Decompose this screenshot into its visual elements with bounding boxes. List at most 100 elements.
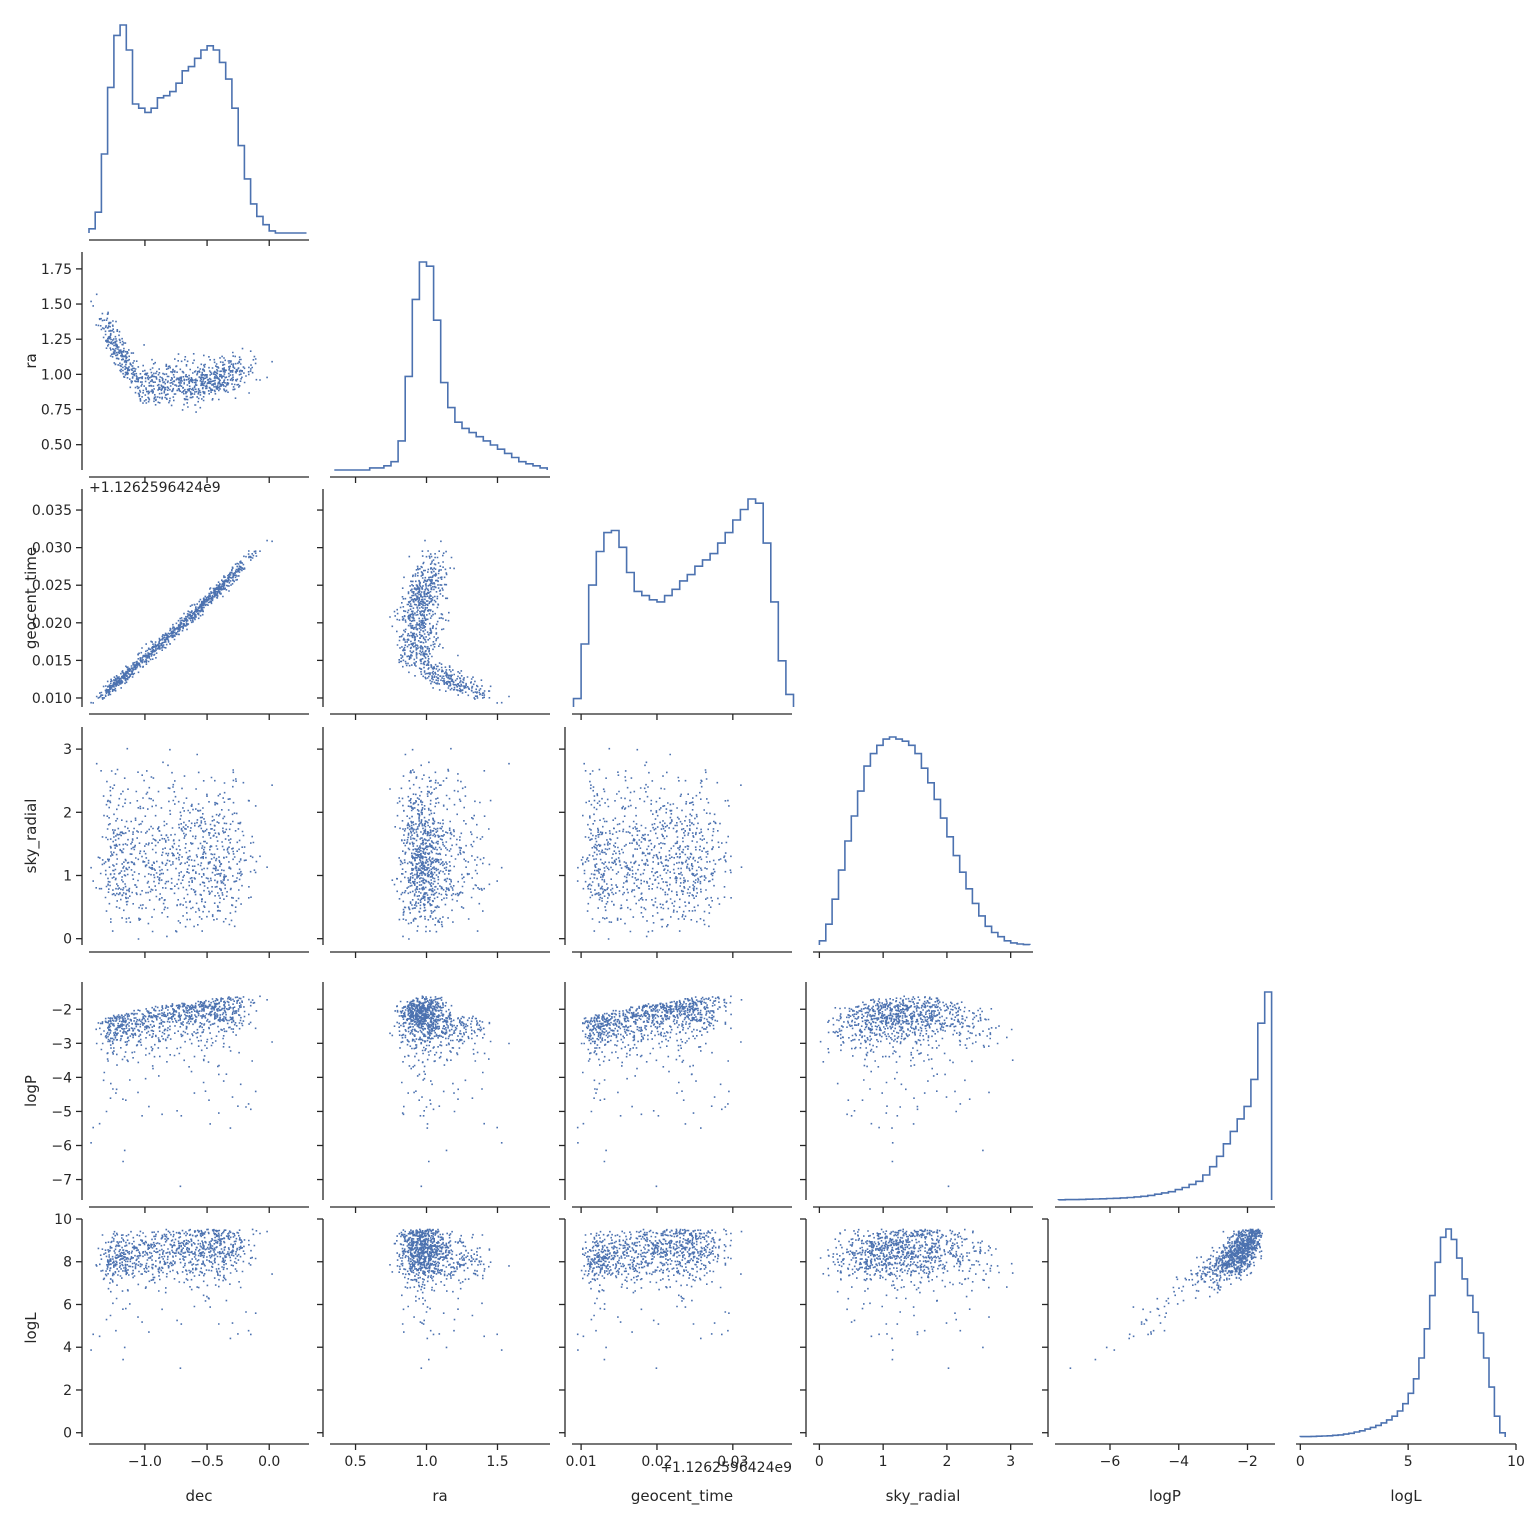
scatter-points	[819, 995, 1014, 1188]
y-axis-label-geocent_time: geocent_time	[22, 547, 41, 649]
panel-sky_radial-vs-ra	[317, 727, 550, 958]
x-tick-label: 0	[815, 1454, 824, 1470]
scatter-point-cloud	[576, 1228, 743, 1369]
x-tick-label: 0.5	[344, 1454, 366, 1470]
y-tick-label: 0.50	[41, 438, 72, 454]
x-axis-label-logL: logL	[1390, 1487, 1422, 1505]
scatter-point-cloud	[389, 747, 510, 940]
scatter-point-cloud	[389, 539, 510, 704]
x-tick-label: 0.02	[641, 1454, 672, 1470]
panel-logL-vs-logP: −6 −4 −2 logP	[1042, 1218, 1275, 1505]
x-tick-label: −4	[1168, 1454, 1189, 1470]
y-tick-label: −3	[51, 1036, 72, 1052]
panel-logL-vs-ra: 0.5 1.0 1.5 ra	[317, 1218, 550, 1505]
scatter-point-cloud	[389, 995, 510, 1188]
x-tick-label: 10	[1507, 1454, 1525, 1470]
x-axis-label-sky_radial: sky_radial	[886, 1487, 961, 1506]
y-tick-label: −5	[51, 1104, 72, 1120]
panel-geocent_time-vs-dec: 0.010 0.015 0.020 0.025 0.030 0.035 geocent_ti…	[22, 489, 309, 720]
scatter-point-cloud	[576, 995, 743, 1188]
x-tick-label: 5	[1404, 1454, 1413, 1470]
x-axis-label-ra: ra	[432, 1487, 447, 1505]
y-tick-label: 1.50	[41, 297, 72, 313]
scatter-point-cloud	[819, 1228, 1014, 1369]
histogram-dec	[88, 24, 307, 234]
y-tick-label: 0	[63, 1426, 72, 1442]
panel-logL-vs-dec: −1.0 −0.5 0.0 0 2 4 6 8 10 logL dec	[22, 1212, 309, 1505]
panel-geocent_time-vs-geocent_time	[572, 498, 795, 720]
y-tick-label: −4	[51, 1070, 72, 1086]
scatter-point-cloud	[90, 995, 273, 1188]
panel-dec-vs-dec	[88, 24, 309, 246]
x-axis-label-logP: logP	[1149, 1487, 1181, 1505]
y-tick-label: 2	[63, 805, 72, 821]
y-tick-label: 0.020	[32, 616, 72, 632]
x-tick-label: 1.0	[415, 1454, 437, 1470]
scatter-points	[90, 539, 273, 704]
scatter-points	[90, 995, 273, 1188]
scatter-points	[389, 747, 510, 940]
histogram-logP	[1057, 991, 1273, 1201]
scatter-points	[576, 1228, 743, 1369]
panel-logL-vs-sky_radial: 0 1 2 3 sky_radial	[800, 1218, 1033, 1506]
panel-geocent_time-vs-ra	[317, 489, 550, 720]
y-tick-label: 0.75	[41, 403, 72, 419]
y-tick-label: −7	[51, 1173, 72, 1189]
panel-logP-vs-logP	[1055, 991, 1275, 1213]
x-tick-label: 0	[1296, 1454, 1305, 1470]
panel-logL-vs-logL: 0 5 10 logL	[1296, 1228, 1525, 1505]
scatter-point-cloud	[389, 1228, 510, 1369]
scatter-points	[389, 995, 510, 1188]
x-tick-label: −1.0	[128, 1454, 162, 1470]
y-tick-label: 1.25	[41, 332, 72, 348]
scatter-point-cloud	[1069, 1228, 1263, 1369]
y-tick-label: 10	[54, 1212, 72, 1228]
scatter-points	[1069, 1228, 1263, 1369]
scatter-points	[90, 1228, 273, 1369]
y-tick-label: 4	[63, 1340, 72, 1356]
y-tick-label: 0.035	[32, 503, 72, 519]
panel-logP-vs-sky_radial	[800, 982, 1033, 1213]
y-offset-label: +1.1262596424e9	[89, 480, 221, 496]
x-tick-label: −6	[1100, 1454, 1121, 1470]
y-tick-label: 1.00	[41, 367, 72, 383]
x-tick-label: 0.01	[566, 1454, 597, 1470]
y-tick-label: 6	[63, 1297, 72, 1313]
x-tick-label: 0.0	[258, 1454, 280, 1470]
y-tick-label: 0.025	[32, 578, 72, 594]
y-tick-label: −2	[51, 1002, 72, 1018]
x-offset-label: +1.1262596424e9	[660, 1460, 792, 1476]
y-tick-label: 0.015	[32, 653, 72, 669]
scatter-points	[389, 539, 510, 704]
y-tick-label: −6	[51, 1139, 72, 1155]
scatter-points	[819, 1228, 1014, 1369]
scatter-point-cloud	[576, 747, 743, 940]
panel-logP-vs-geocent_time	[559, 982, 792, 1213]
y-tick-label: 2	[63, 1383, 72, 1399]
scatter-points	[389, 1228, 510, 1369]
y-tick-label: 8	[63, 1255, 72, 1271]
y-tick-label: 1.75	[41, 262, 72, 278]
panel-logP-vs-dec: −7 −6 −5 −4 −3 −2 logP	[22, 982, 309, 1213]
panel-sky_radial-vs-sky_radial	[813, 736, 1033, 958]
scatter-point-cloud	[90, 1228, 273, 1369]
panel-ra-vs-ra	[330, 261, 550, 483]
panel-ra-vs-dec: 0.50 0.75 1.00 1.25 1.50 1.75 ra	[22, 252, 309, 483]
y-axis-label-logP: logP	[22, 1075, 40, 1107]
scatter-points	[90, 747, 273, 940]
y-tick-label: 0.010	[32, 691, 72, 707]
y-tick-label: 1	[63, 868, 72, 884]
x-tick-label: −0.5	[190, 1454, 224, 1470]
scatter-point-cloud	[90, 539, 273, 704]
scatter-points	[576, 747, 743, 940]
x-axis-label-geocent_time: geocent_time	[631, 1487, 733, 1506]
histogram-geocent_time	[572, 498, 795, 707]
x-tick-label: 3	[1006, 1454, 1015, 1470]
scatter-point-cloud	[819, 995, 1014, 1188]
panel-sky_radial-vs-geocent_time	[559, 727, 792, 958]
y-axis-label-sky_radial: sky_radial	[22, 799, 41, 874]
histogram-sky_radial	[818, 736, 1031, 946]
y-tick-label: 0	[63, 932, 72, 948]
histogram-logL	[1299, 1228, 1506, 1438]
